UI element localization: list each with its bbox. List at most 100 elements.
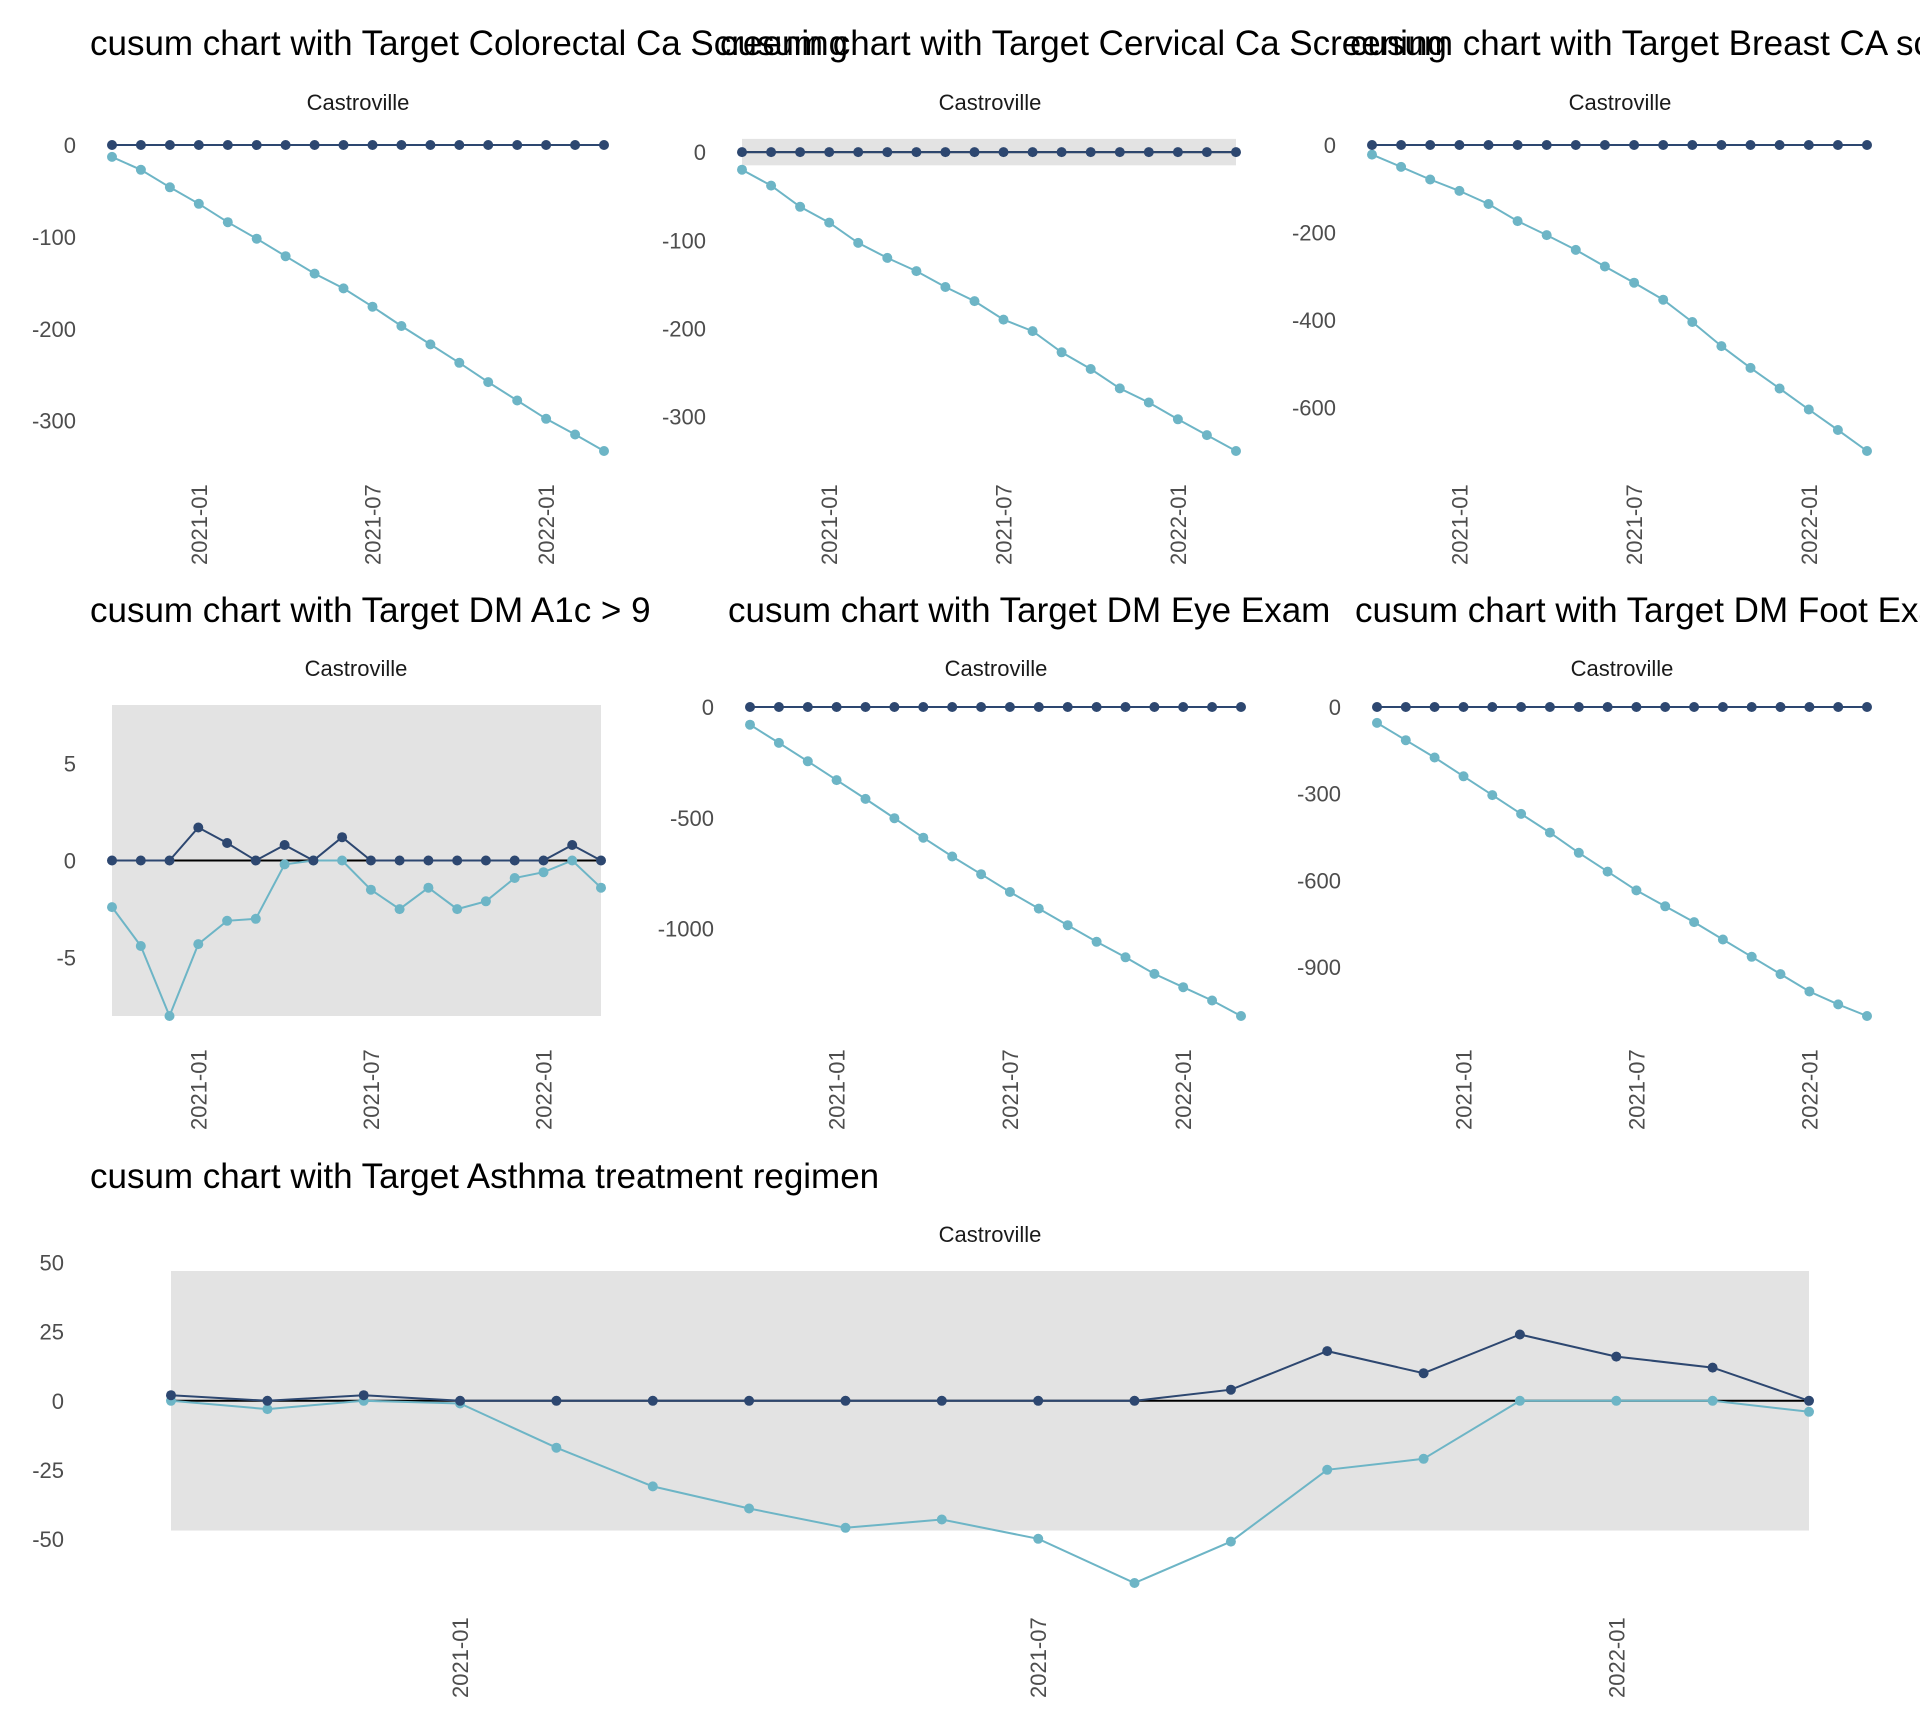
chart-panel-2: cusum chart with Target Cervical Ca Scre… <box>662 24 1447 565</box>
y-tick-label: -200 <box>1292 220 1336 245</box>
upper-cusum-point <box>1201 147 1212 158</box>
lower-cusum-point <box>193 939 204 950</box>
upper-cusum-point <box>166 1390 176 1401</box>
upper-cusum-point <box>250 855 261 866</box>
lower-cusum-point <box>1231 446 1241 456</box>
y-tick-label: 25 <box>40 1320 64 1345</box>
upper-cusum-point <box>745 702 755 712</box>
upper-cusum-point <box>193 822 204 833</box>
upper-cusum-point <box>1114 147 1125 158</box>
upper-cusum-point <box>911 147 922 158</box>
lower-cusum-point <box>882 252 893 263</box>
upper-cusum-point <box>538 855 549 866</box>
upper-cusum-point <box>1396 140 1407 150</box>
lower-cusum-point <box>1178 982 1189 993</box>
lower-cusum-point <box>135 941 146 951</box>
upper-cusum-point <box>480 855 491 866</box>
upper-cusum-point <box>1629 140 1640 150</box>
lower-cusum-point <box>1149 968 1160 979</box>
upper-cusum-line <box>170 1333 1810 1402</box>
lower-cusum-point <box>1483 199 1494 209</box>
x-tick-label: 2022-01 <box>1166 484 1191 565</box>
lower-cusum-point <box>1707 1395 1718 1406</box>
lower-cusum-point <box>889 813 900 824</box>
lower-cusum-point <box>1400 735 1411 746</box>
chart-panel-1: cusum chart with Target Colorectal Ca Sc… <box>32 24 848 565</box>
lower-cusum-point <box>1631 885 1642 896</box>
lower-cusum-point <box>1602 866 1613 877</box>
upper-cusum-point <box>107 140 117 150</box>
facet-label: Castroville <box>1569 90 1672 115</box>
upper-cusum-point <box>367 140 378 150</box>
upper-cusum-point <box>596 855 606 866</box>
lower-cusum-point <box>596 882 606 893</box>
y-tick-label: -1000 <box>658 917 714 942</box>
upper-cusum-point <box>795 147 806 158</box>
lower-cusum-point <box>795 201 806 212</box>
upper-cusum-point <box>599 140 609 150</box>
lower-cusum-point <box>164 182 175 193</box>
x-tick-label: 2022-01 <box>1797 484 1822 565</box>
lower-cusum-point <box>1372 717 1382 728</box>
lower-cusum-point <box>262 1404 273 1415</box>
upper-cusum-point <box>222 140 233 150</box>
x-tick-label: 2021-07 <box>1026 1617 1051 1698</box>
upper-cusum-point <box>998 147 1009 158</box>
upper-cusum-point <box>889 702 900 712</box>
upper-cusum-point <box>1225 1384 1236 1395</box>
lower-cusum-point <box>1120 952 1131 963</box>
lower-cusum-point <box>107 151 117 162</box>
lower-cusum-point <box>998 314 1009 325</box>
upper-cusum-point <box>831 702 842 712</box>
lower-cusum-point <box>936 1514 947 1525</box>
upper-cusum-point <box>454 140 465 150</box>
lower-cusum-point <box>1033 903 1044 914</box>
lower-cusum-point <box>1746 951 1757 962</box>
lower-cusum-point <box>1862 1011 1872 1021</box>
y-tick-label: -600 <box>1297 868 1341 893</box>
upper-cusum-point <box>1483 140 1494 150</box>
upper-cusum-point <box>1803 140 1814 150</box>
upper-cusum-point <box>1658 140 1669 150</box>
lower-cusum-point <box>1573 847 1584 858</box>
lower-cusum-point <box>1396 161 1407 172</box>
upper-cusum-point <box>1400 702 1411 712</box>
chart-panel-6: cusum chart with Target DM Foot Exam Cast… <box>1297 591 1920 1130</box>
upper-cusum-point <box>107 855 117 866</box>
upper-cusum-point <box>1091 702 1102 712</box>
upper-cusum-point <box>455 1395 466 1406</box>
y-tick-label: -5 <box>56 946 76 971</box>
upper-cusum-point <box>976 702 987 712</box>
lower-cusum-point <box>570 429 581 440</box>
lower-cusum-point <box>1804 986 1815 997</box>
lower-cusum-point <box>396 321 407 331</box>
upper-cusum-point <box>1541 140 1552 150</box>
lower-cusum-point <box>1367 149 1377 160</box>
lower-cusum-point <box>538 867 549 878</box>
x-tick-label: 2021-07 <box>1624 1049 1649 1130</box>
x-tick-label: 2021-01 <box>1447 484 1472 565</box>
lower-cusum-point <box>222 915 233 926</box>
upper-cusum-point <box>918 702 929 712</box>
lower-cusum-point <box>1172 414 1183 425</box>
y-tick-label: 0 <box>702 695 714 720</box>
x-tick-label: 2021-01 <box>817 484 842 565</box>
y-tick-label: -300 <box>32 409 76 434</box>
lower-cusum-point <box>802 756 813 767</box>
lower-cusum-point <box>1225 1536 1236 1547</box>
x-tick-label: 2022-01 <box>1604 1617 1629 1698</box>
upper-cusum-point <box>135 855 146 866</box>
upper-cusum-point <box>1660 702 1671 712</box>
y-tick-label: -200 <box>662 316 706 341</box>
upper-cusum-point <box>1033 1395 1044 1406</box>
lower-cusum-point <box>737 164 747 175</box>
lower-cusum-point <box>1599 261 1610 272</box>
upper-cusum-point <box>744 1395 755 1406</box>
x-tick-label: 2022-01 <box>531 1049 556 1130</box>
y-tick-label: -50 <box>32 1527 64 1552</box>
lower-cusum-point <box>1658 294 1669 305</box>
y-tick-label: 50 <box>40 1251 64 1276</box>
lower-cusum-point <box>135 164 146 175</box>
lower-cusum-point <box>309 268 320 279</box>
chart-title: cusum chart with Target DM A1c > 9 <box>90 591 651 630</box>
